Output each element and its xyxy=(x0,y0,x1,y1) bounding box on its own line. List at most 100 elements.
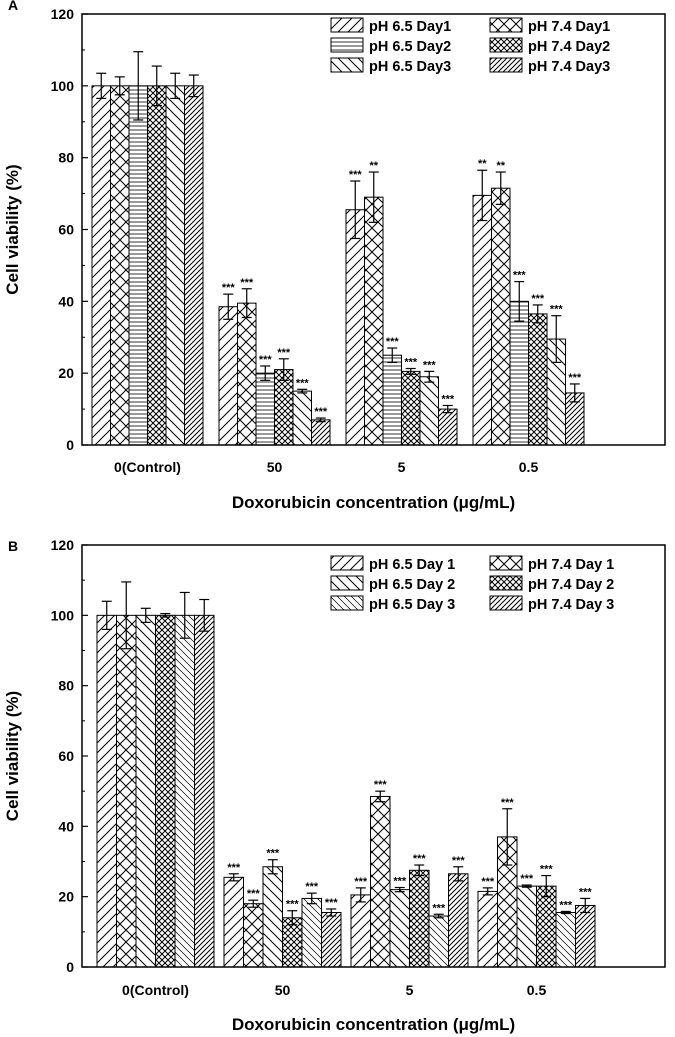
bar xyxy=(419,376,439,446)
bar xyxy=(292,390,312,446)
significance-mark: *** xyxy=(441,393,455,405)
legend-swatch xyxy=(330,575,364,591)
y-axis-title: Cell viability (%) xyxy=(3,164,22,294)
y-tick-label: 60 xyxy=(58,222,74,238)
legend-swatch xyxy=(489,575,523,591)
y-tick-label: 80 xyxy=(58,150,74,166)
significance-mark: *** xyxy=(240,277,254,289)
legend-label: pH 6.5 Day 2 xyxy=(369,577,455,593)
bar xyxy=(223,876,244,968)
significance-mark: *** xyxy=(481,876,495,888)
x-tick-label: 0.5 xyxy=(527,982,547,998)
legend-swatch xyxy=(330,555,364,571)
x-tick-label: 50 xyxy=(275,982,291,998)
bar xyxy=(509,300,529,446)
significance-mark: *** xyxy=(227,862,241,874)
significance-mark: *** xyxy=(386,336,400,348)
significance-mark: *** xyxy=(404,356,418,368)
bar xyxy=(350,894,371,968)
bar xyxy=(389,889,410,968)
x-tick-label: 0.5 xyxy=(519,459,539,475)
bar xyxy=(243,903,264,968)
bar xyxy=(345,209,365,446)
legend-label: pH 7.4 Day1 xyxy=(528,19,610,35)
bar xyxy=(237,302,257,446)
significance-mark: *** xyxy=(432,902,446,914)
legend-label: pH 7.4 Day2 xyxy=(528,39,610,55)
significance-mark: *** xyxy=(413,853,427,865)
significance-mark: *** xyxy=(277,347,291,359)
y-tick-label: 20 xyxy=(58,365,74,381)
bar xyxy=(528,313,548,446)
legend-swatch xyxy=(489,595,523,611)
legend-swatch xyxy=(489,17,523,33)
bar xyxy=(194,614,215,968)
bar xyxy=(575,904,596,968)
significance-mark: *** xyxy=(568,372,582,384)
y-tick-label: 100 xyxy=(51,78,75,94)
bar xyxy=(135,614,156,968)
bar xyxy=(448,873,469,968)
bar xyxy=(255,372,275,446)
bar xyxy=(218,306,238,446)
legend-swatch xyxy=(330,17,364,33)
x-axis-title: Doxorubicin concentration (μg/mL) xyxy=(232,493,515,512)
bar xyxy=(174,614,195,968)
bar xyxy=(96,614,117,968)
legend-label: pH 7.4 Day 2 xyxy=(528,577,614,593)
significance-mark: *** xyxy=(559,899,573,911)
bar xyxy=(91,85,111,446)
y-tick-label: 0 xyxy=(66,959,74,975)
bar xyxy=(165,85,185,446)
legend-label: pH 7.4 Day3 xyxy=(528,59,610,75)
legend-swatch xyxy=(489,37,523,53)
bar xyxy=(382,354,402,446)
legend-label: pH 6.5 Day1 xyxy=(369,19,451,35)
significance-mark: *** xyxy=(349,169,363,181)
significance-mark: *** xyxy=(247,888,261,900)
significance-mark: *** xyxy=(501,797,515,809)
significance-mark: *** xyxy=(325,897,339,909)
x-tick-label: 50 xyxy=(267,459,283,475)
y-tick-label: 80 xyxy=(58,678,74,694)
legend-swatch xyxy=(330,57,364,73)
significance-mark: ** xyxy=(496,160,505,172)
significance-mark: *** xyxy=(579,886,593,898)
y-tick-label: 40 xyxy=(58,818,74,834)
significance-mark: *** xyxy=(222,282,236,294)
significance-mark: *** xyxy=(354,876,368,888)
bar xyxy=(555,911,576,968)
legend-label: pH 7.4 Day 1 xyxy=(528,557,614,573)
y-axis-title: Cell viability (%) xyxy=(3,691,22,821)
y-tick-label: 40 xyxy=(58,293,74,309)
y-tick-label: 20 xyxy=(58,889,74,905)
legend-label: pH 7.4 Day 3 xyxy=(528,597,614,613)
y-tick-label: 0 xyxy=(66,437,74,453)
y-tick-label: 120 xyxy=(51,6,75,22)
bar xyxy=(536,885,557,968)
bar xyxy=(301,897,322,968)
significance-mark: ** xyxy=(369,160,378,172)
chart-panel-a: A 0 20 40 60 80 100 120 Cell viability (%) 0(Cont… xyxy=(3,0,666,512)
significance-mark: *** xyxy=(513,270,527,282)
bar xyxy=(321,911,342,968)
x-tick-label: 5 xyxy=(398,459,406,475)
bar xyxy=(364,196,384,446)
legend-swatch xyxy=(489,57,523,73)
bar xyxy=(516,885,537,968)
legend-swatch xyxy=(330,595,364,611)
significance-mark: *** xyxy=(452,855,466,867)
bar xyxy=(370,795,391,968)
bar xyxy=(477,890,498,968)
significance-mark: *** xyxy=(423,359,437,371)
x-axis-title: Doxorubicin concentration (μg/mL) xyxy=(232,1015,515,1034)
legend-swatch xyxy=(489,555,523,571)
significance-mark: *** xyxy=(520,873,534,885)
legend-label: pH 6.5 Day3 xyxy=(369,59,451,75)
significance-mark: *** xyxy=(550,304,564,316)
x-tick-label: 5 xyxy=(406,982,414,998)
bar xyxy=(428,915,449,968)
significance-mark: *** xyxy=(314,406,328,418)
bar xyxy=(110,85,130,446)
